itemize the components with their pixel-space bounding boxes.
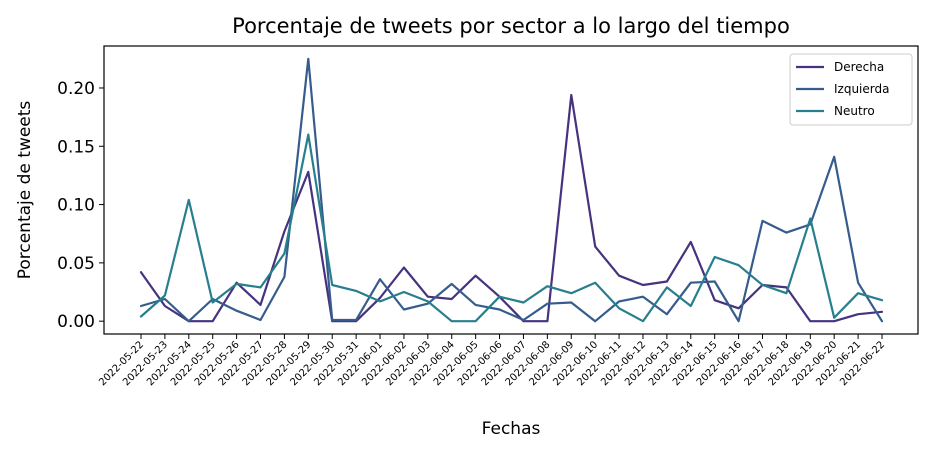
legend-label: Neutro [834,104,875,118]
y-tick-label: 0.00 [57,312,95,332]
legend-box [789,53,913,126]
plot-frame [103,45,919,335]
y-axis: 0.00 0.05 0.10 0.15 0.20 [57,79,104,332]
series-line-neutro [139,133,884,323]
series-lines [139,57,884,323]
x-axis-title: Fechas [482,419,541,439]
chart-title: Porcentaje de tweets por sector a lo lar… [232,14,790,38]
x-axis: 2022-05-222022-05-232022-05-242022-05-25… [97,334,887,388]
legend-label: Izquierda [834,82,889,96]
y-tick-label: 0.20 [57,79,95,99]
legend-label: Derecha [834,60,884,74]
y-tick-label: 0.10 [57,196,95,216]
y-tick-label: 0.05 [57,254,95,274]
y-tick-label: 0.15 [57,137,95,157]
y-axis-title: Porcentaje de tweets [15,101,35,280]
legend: Derecha Izquierda Neutro [789,53,913,126]
series-line-derecha [139,93,884,323]
series-line-izquierda [139,57,884,323]
